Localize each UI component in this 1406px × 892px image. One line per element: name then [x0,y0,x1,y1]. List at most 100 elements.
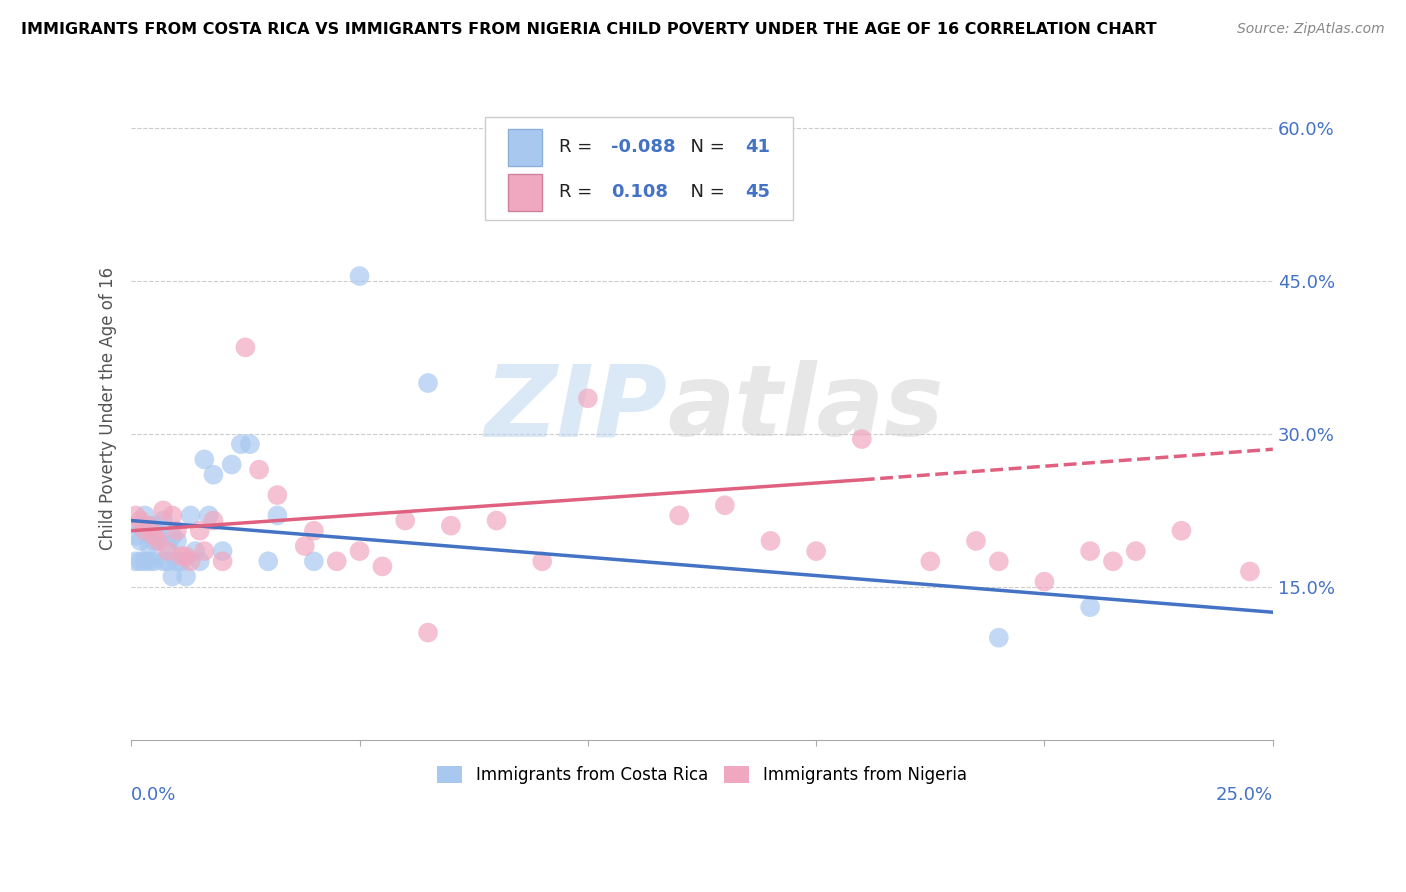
Point [302,554,325,568]
Point [143,554,166,568]
Point [668,508,690,523]
Point [166,554,188,568]
Point [134,524,156,538]
Point [162,529,184,543]
Point [1033,574,1056,589]
Point [247,462,270,476]
Point [266,508,288,523]
Text: 41: 41 [745,138,770,156]
Point [1078,600,1101,615]
Point [166,524,188,538]
Point [156,554,179,568]
Point [188,524,211,538]
Point [851,432,873,446]
Text: 0.0%: 0.0% [131,786,177,804]
Point [125,529,148,543]
Point [531,146,554,161]
Point [156,539,179,553]
Point [987,554,1010,568]
Point [239,437,262,451]
Point [302,524,325,538]
Point [125,508,148,523]
Legend: Immigrants from Costa Rica, Immigrants from Nigeria: Immigrants from Costa Rica, Immigrants f… [430,759,973,791]
Text: 25.0%: 25.0% [1216,786,1272,804]
Point [416,376,439,390]
Point [1125,544,1147,558]
Point [714,498,737,512]
Text: R =: R = [560,138,599,156]
Point [485,514,508,528]
Point [170,554,193,568]
Point [125,554,148,568]
Point [148,533,170,548]
Point [184,544,207,558]
Point [349,544,371,558]
Point [440,518,463,533]
Point [134,508,156,523]
Text: R =: R = [560,184,599,202]
Text: -0.088: -0.088 [610,138,675,156]
Point [193,452,215,467]
Bar [508,129,543,166]
Point [193,544,215,558]
Point [166,533,188,548]
Point [416,625,439,640]
Point [266,488,288,502]
Point [143,518,166,533]
Point [759,533,782,548]
Point [202,514,225,528]
Point [198,508,221,523]
Point [1239,565,1261,579]
Y-axis label: Child Poverty Under the Age of 16: Child Poverty Under the Age of 16 [100,267,117,550]
Text: ZIP: ZIP [485,360,668,457]
Point [531,554,554,568]
Point [143,529,166,543]
Text: 45: 45 [745,184,770,202]
Text: 0.108: 0.108 [610,184,668,202]
Point [148,529,170,543]
Text: atlas: atlas [668,360,945,457]
Text: IMMIGRANTS FROM COSTA RICA VS IMMIGRANTS FROM NIGERIA CHILD POVERTY UNDER THE AG: IMMIGRANTS FROM COSTA RICA VS IMMIGRANTS… [21,22,1157,37]
Point [162,508,184,523]
Point [325,554,347,568]
Point [174,549,197,564]
Point [138,554,160,568]
Point [134,554,156,568]
Point [129,533,152,548]
Point [257,554,280,568]
FancyBboxPatch shape [485,117,793,219]
Point [152,514,174,528]
Point [188,554,211,568]
Point [211,544,233,558]
Point [180,508,202,523]
Bar [508,174,543,211]
Point [211,554,233,568]
Point [129,518,152,533]
Point [920,554,942,568]
Point [174,569,197,583]
Point [235,340,257,354]
Point [576,392,599,406]
Point [156,544,179,558]
Point [804,544,827,558]
Text: Source: ZipAtlas.com: Source: ZipAtlas.com [1237,22,1385,37]
Point [349,269,371,284]
Point [138,518,160,533]
Point [1102,554,1125,568]
Point [152,554,174,568]
Point [180,554,202,568]
Point [1170,524,1192,538]
Point [294,539,316,553]
Text: N =: N = [679,138,731,156]
Point [221,458,243,472]
Point [162,569,184,583]
Point [202,467,225,482]
Point [170,549,193,564]
Text: N =: N = [679,184,731,202]
Point [965,533,987,548]
Point [394,514,416,528]
Point [987,631,1010,645]
Point [371,559,394,574]
Point [229,437,252,451]
Point [152,503,174,517]
